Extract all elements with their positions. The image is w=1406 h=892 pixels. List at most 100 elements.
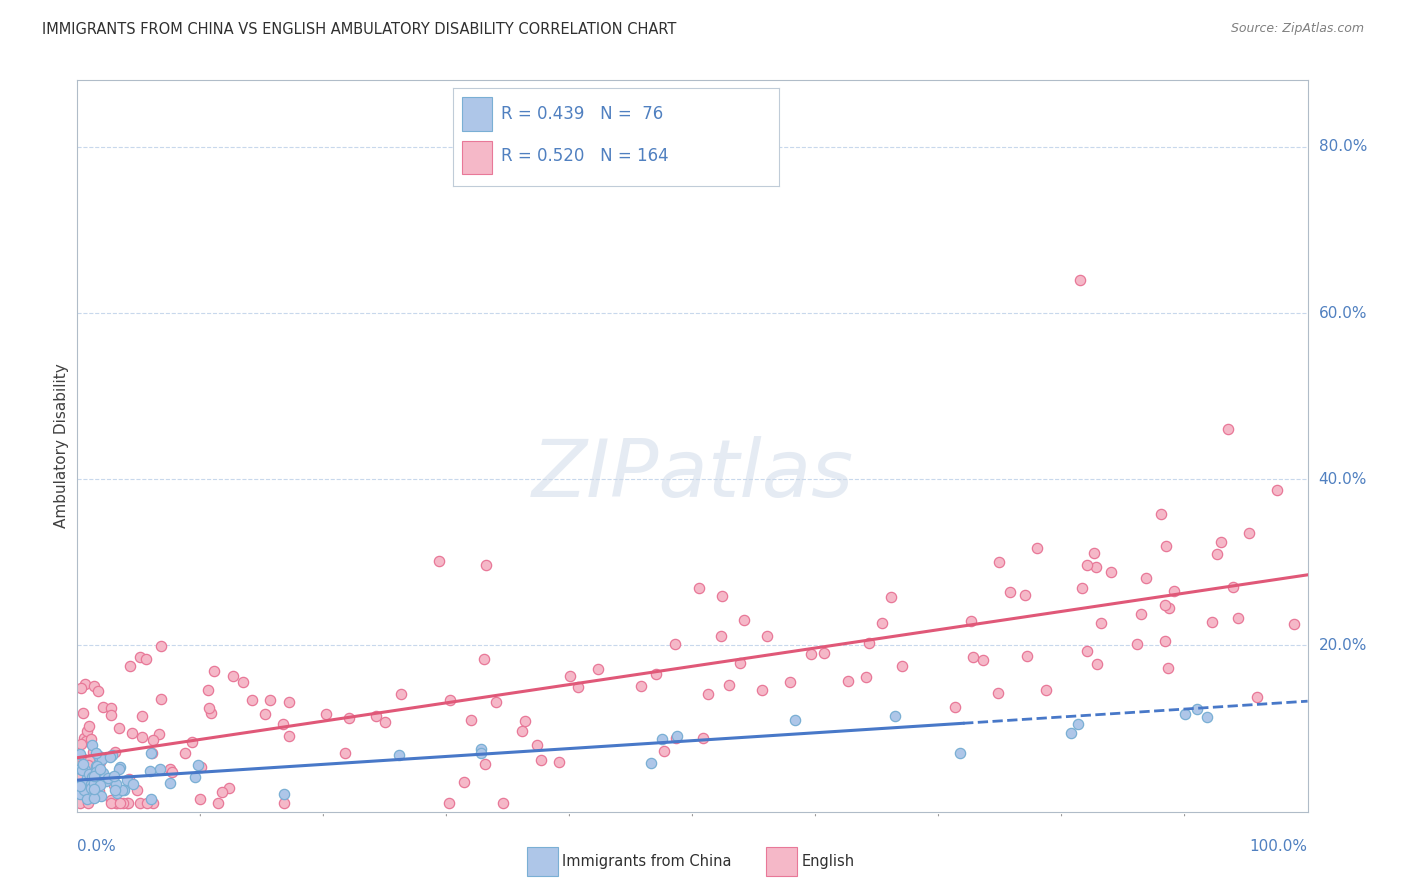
Point: [664, 637, 686, 651]
Point: [800, 647, 823, 661]
Point: [69, 772, 91, 786]
Point: [181, 735, 204, 749]
Point: [315, 706, 337, 721]
Point: [560, 669, 582, 683]
Text: 20.0%: 20.0%: [1319, 638, 1367, 653]
Point: [125, 783, 148, 797]
Point: [89, 762, 111, 776]
Point: [105, 797, 128, 811]
Point: [987, 555, 1010, 569]
Point: [652, 744, 675, 758]
Point: [89, 783, 111, 797]
Point: [105, 797, 128, 811]
Point: [83, 679, 105, 693]
Point: [97, 771, 120, 785]
Point: [76, 792, 98, 806]
Point: [1267, 483, 1289, 498]
Point: [949, 746, 972, 760]
Point: [1076, 643, 1098, 657]
Point: [89, 755, 111, 769]
Point: [1185, 702, 1208, 716]
Point: [530, 753, 553, 767]
Point: [111, 783, 134, 797]
Point: [82, 745, 104, 759]
Point: [335, 746, 357, 760]
Point: [1085, 657, 1108, 671]
Point: [70, 681, 93, 695]
Point: [962, 649, 984, 664]
Point: [475, 558, 498, 573]
Point: [80, 732, 103, 747]
Point: [1069, 273, 1091, 287]
Point: [733, 613, 755, 627]
Point: [1059, 725, 1081, 739]
Text: 0.0%: 0.0%: [77, 839, 117, 855]
Point: [94, 774, 117, 789]
Point: [688, 582, 710, 596]
Point: [1156, 660, 1178, 674]
Point: [427, 554, 450, 568]
Point: [640, 756, 662, 771]
Point: [1084, 560, 1107, 574]
Point: [142, 733, 165, 747]
Point: [121, 726, 143, 740]
Point: [76, 757, 98, 772]
Point: [120, 659, 142, 673]
Point: [76, 775, 98, 789]
Point: [1090, 616, 1112, 631]
Point: [80, 770, 103, 784]
Point: [278, 695, 301, 709]
Point: [75, 676, 97, 690]
Point: [117, 773, 139, 788]
Point: [779, 675, 801, 690]
Point: [87, 683, 110, 698]
Point: [76, 724, 98, 739]
Point: [190, 760, 212, 774]
Point: [665, 731, 688, 745]
Point: [870, 616, 893, 631]
Point: [891, 658, 914, 673]
Point: [1035, 683, 1057, 698]
Point: [69, 797, 91, 811]
Point: [73, 763, 96, 777]
Point: [374, 715, 396, 730]
Point: [1153, 598, 1175, 612]
Point: [188, 792, 211, 806]
Point: [101, 748, 124, 763]
Point: [86, 764, 108, 778]
Point: [104, 783, 127, 797]
Point: [1206, 547, 1229, 561]
Point: [567, 681, 589, 695]
Point: [98, 749, 121, 764]
Point: [80, 767, 103, 781]
Point: [108, 762, 131, 776]
Point: [470, 741, 492, 756]
Point: [129, 649, 152, 664]
Point: [135, 651, 157, 665]
Point: [100, 707, 122, 722]
Point: [207, 797, 229, 811]
Y-axis label: Ambulatory Disability: Ambulatory Disability: [53, 364, 69, 528]
Point: [117, 797, 139, 811]
Point: [710, 629, 733, 643]
Point: [240, 693, 263, 707]
Point: [77, 719, 100, 733]
Point: [79, 753, 101, 767]
Point: [277, 729, 299, 743]
Point: [1126, 637, 1149, 651]
Point: [710, 590, 733, 604]
Point: [437, 797, 460, 811]
Point: [651, 732, 673, 747]
Point: [72, 756, 94, 771]
Point: [84, 769, 107, 783]
Text: ZIPatlas: ZIPatlas: [531, 436, 853, 515]
Point: [221, 669, 243, 683]
Point: [389, 687, 412, 701]
Point: [1083, 546, 1105, 560]
Point: [998, 585, 1021, 599]
Point: [472, 651, 495, 665]
Point: [159, 776, 181, 790]
Point: [187, 758, 209, 772]
Point: [1246, 690, 1268, 704]
Point: [89, 764, 111, 778]
